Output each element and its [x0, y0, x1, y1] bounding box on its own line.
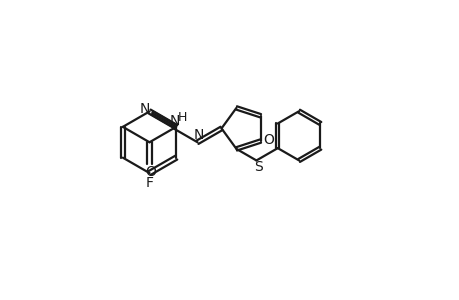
Text: F: F [145, 176, 153, 190]
Text: S: S [254, 160, 263, 174]
Text: N: N [169, 115, 180, 128]
Text: H: H [177, 111, 186, 124]
Text: O: O [262, 133, 273, 146]
Text: N: N [193, 128, 204, 142]
Text: O: O [145, 165, 156, 179]
Text: N: N [140, 102, 150, 116]
